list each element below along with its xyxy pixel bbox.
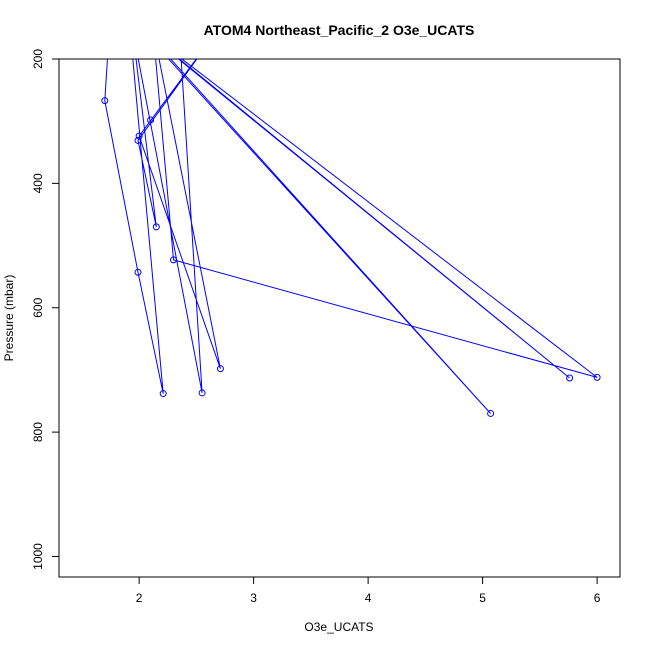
data-point bbox=[169, 256, 177, 264]
data-point bbox=[134, 268, 142, 276]
y-axis: 200 400 600 800 1000 bbox=[31, 49, 59, 570]
y-tick-label: 800 bbox=[31, 422, 45, 442]
x-tick-label: 6 bbox=[594, 591, 601, 605]
data-point bbox=[147, 116, 155, 124]
points-group bbox=[101, 97, 601, 417]
chart-title: ATOM4 Northeast_Pacific_2 O3e_UCATS bbox=[204, 22, 475, 38]
data-point bbox=[159, 390, 167, 398]
data-point bbox=[134, 136, 142, 144]
series-group bbox=[104, 59, 598, 414]
series-line bbox=[104, 59, 598, 414]
data-point bbox=[487, 409, 495, 417]
data-point bbox=[216, 365, 224, 373]
x-axis: 2 3 4 5 6 bbox=[136, 577, 601, 605]
y-tick-label: 1000 bbox=[31, 543, 45, 570]
data-point bbox=[593, 373, 601, 381]
x-tick-label: 4 bbox=[365, 591, 372, 605]
data-point bbox=[101, 97, 109, 105]
y-axis-label: Pressure (mbar) bbox=[2, 275, 16, 362]
data-point bbox=[152, 223, 160, 231]
x-tick-label: 2 bbox=[136, 591, 143, 605]
data-point bbox=[566, 374, 574, 382]
y-tick-label: 400 bbox=[31, 173, 45, 193]
y-tick-label: 600 bbox=[31, 297, 45, 317]
x-tick-label: 5 bbox=[479, 591, 486, 605]
y-tick-label: 200 bbox=[31, 49, 45, 69]
data-point bbox=[135, 132, 143, 140]
plot-frame bbox=[58, 58, 621, 578]
x-tick-label: 3 bbox=[250, 591, 257, 605]
data-point bbox=[198, 389, 206, 397]
x-axis-label: O3e_UCATS bbox=[304, 620, 373, 634]
